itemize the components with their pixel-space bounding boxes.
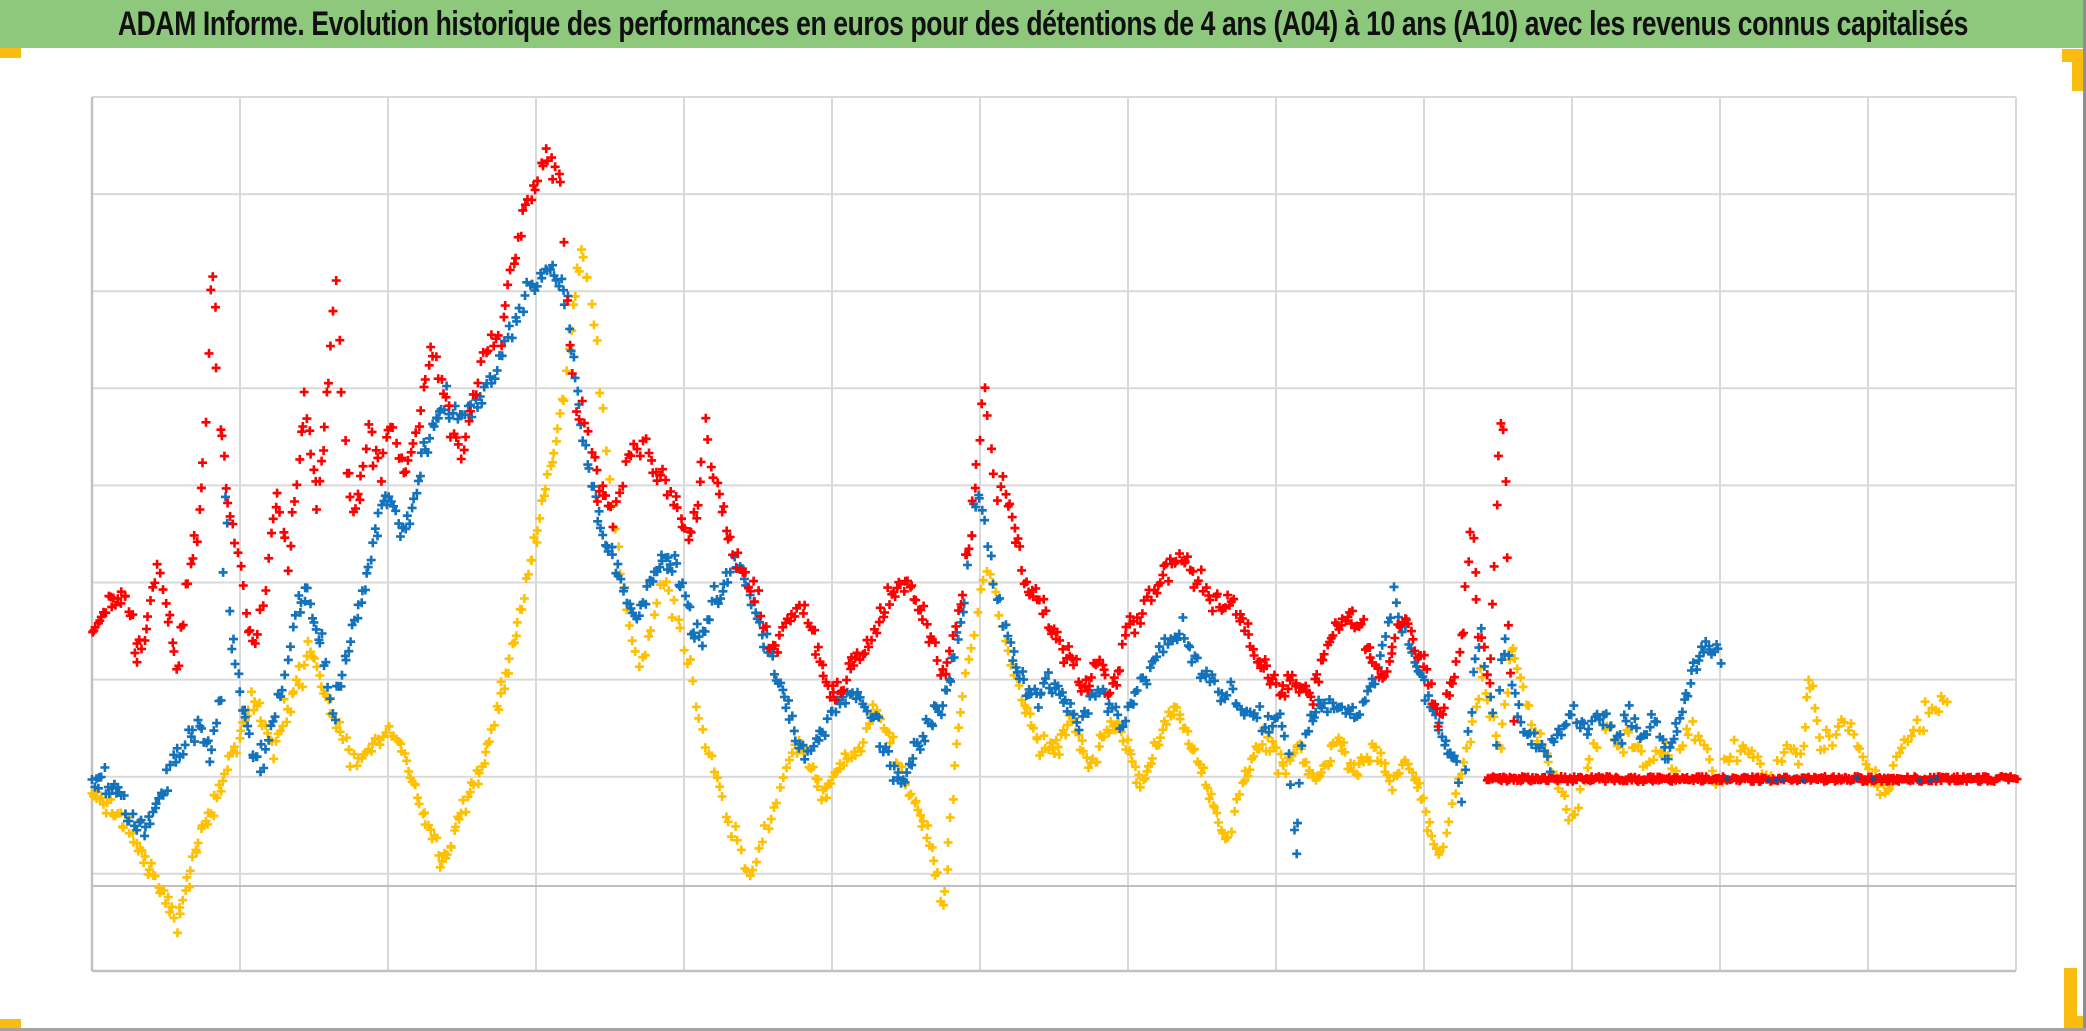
scatter-series xyxy=(87,144,2022,938)
page-title: ADAM Informe. Evolution historique des p… xyxy=(117,4,1969,43)
window-bottom-border xyxy=(0,1028,2086,1031)
gold-accent-bottom-left xyxy=(0,1019,21,1029)
title-banner: ADAM Informe. Evolution historique des p… xyxy=(0,0,2086,48)
series-blue xyxy=(87,260,1726,859)
gridlines xyxy=(90,96,2017,973)
window-right-border xyxy=(2083,0,2086,1031)
gold-accent-bottom-right-vertical xyxy=(2064,968,2077,1028)
gold-accent-top-right-vertical xyxy=(2072,49,2085,91)
series-gold xyxy=(87,245,1952,938)
gold-accent-bottom-right-horizontal xyxy=(2064,1016,2086,1029)
gold-accent-top-left xyxy=(0,48,21,58)
series-blue-overlap-specks xyxy=(1724,774,1940,784)
